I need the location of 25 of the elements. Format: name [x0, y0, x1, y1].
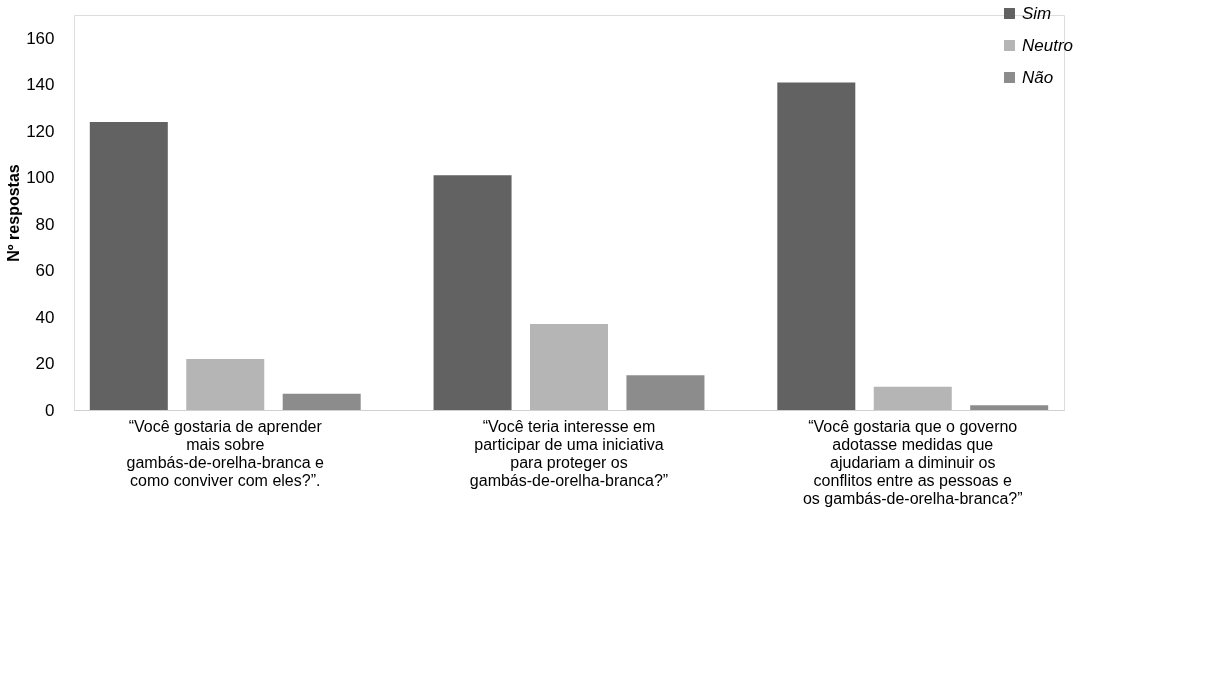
bar [89, 121, 168, 410]
bar [433, 175, 512, 410]
bar [626, 375, 705, 410]
y-tick-label: 160 [26, 28, 55, 48]
bar [282, 393, 361, 410]
y-axis-title: Nº respostas [5, 164, 23, 262]
y-tick-label: 140 [26, 75, 55, 95]
y-tick-label: 0 [45, 400, 55, 420]
y-tick-label: 80 [35, 214, 55, 234]
y-tick-label: 120 [26, 121, 55, 141]
bar [777, 82, 856, 410]
x-tick-label: “Você gostaria que o governo adotasse medidas que ajudariam a diminuir os conflitos entre as pessoas e os gambás-de-orelha-branca?” [802, 417, 1023, 507]
bar [186, 358, 265, 410]
legend-label: Não [1022, 67, 1054, 87]
x-tick-label: “Você teria interesse em participar de uma iniciativa para proteger os gambás-de-orelha-branca?” [469, 417, 669, 489]
y-tick-label: 20 [35, 354, 55, 374]
bar [970, 405, 1049, 410]
y-tick-label: 40 [35, 307, 55, 327]
y-tick-label: 60 [35, 261, 55, 281]
bar [873, 386, 952, 410]
legend-label: Neutro [1022, 35, 1074, 55]
bar [530, 324, 608, 410]
legend-label: Sim [1022, 3, 1052, 23]
x-tick-label: “Você gostaria de aprender mais sobre gambás-de-orelha-branca e como conviver com eles?”. [126, 417, 325, 489]
y-tick-label: 100 [26, 168, 55, 188]
